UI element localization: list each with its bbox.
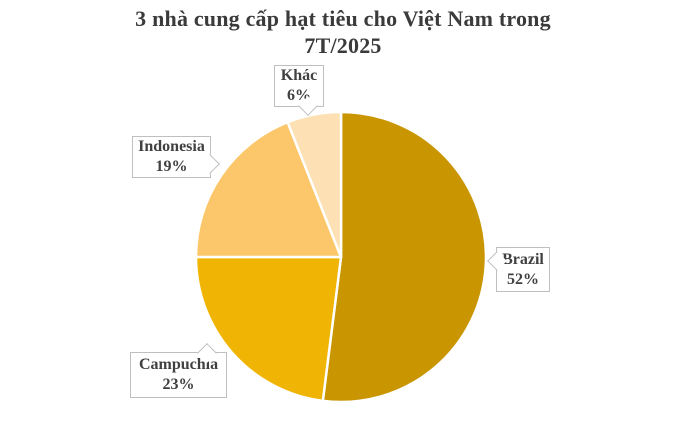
callout-label: Brazil <box>502 250 544 268</box>
chart-title-line1: 3 nhà cung cấp hạt tiêu cho Việt Nam tro… <box>135 6 551 31</box>
callout-indonesia: Indonesia 19% <box>132 136 220 178</box>
pie-slice-campuchia <box>194 255 343 403</box>
callout-label: Indonesia <box>138 138 205 156</box>
callout-value: 19% <box>155 158 188 175</box>
callout-brazil: Brazil 52% <box>487 247 550 292</box>
pie-slice-khac <box>286 110 343 259</box>
chart-title: 3 nhà cung cấp hạt tiêu cho Việt Nam tro… <box>0 6 686 60</box>
pie-slice-brazil <box>321 110 488 404</box>
callout-khac: Khác 6% <box>274 65 324 116</box>
callout-campuchia: Campuchia 23% <box>130 343 227 398</box>
chart-title-line2: 7T/2025 <box>304 32 382 58</box>
pie-slice-indonesia <box>194 120 343 259</box>
callout-label: Khác <box>280 67 318 85</box>
callout-value: 52% <box>507 270 539 288</box>
callout-label: Campuchia <box>138 356 219 374</box>
callout-value: 23% <box>162 376 195 393</box>
